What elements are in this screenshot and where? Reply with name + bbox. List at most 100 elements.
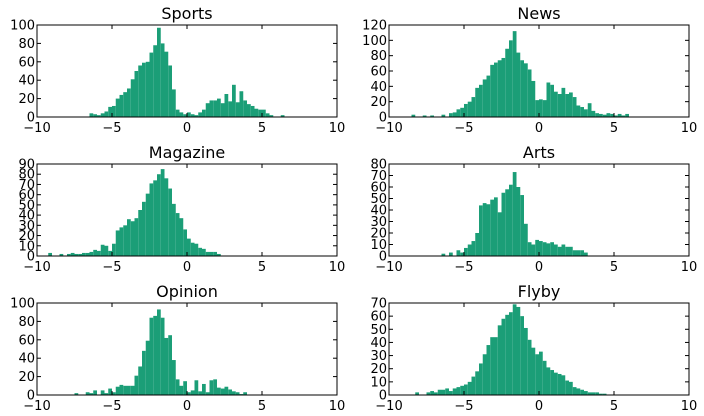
histogram-bar	[617, 113, 622, 117]
histogram-bar	[265, 113, 270, 117]
histogram-bar	[602, 114, 607, 117]
histogram-bar	[153, 315, 157, 395]
x-tick-label: 0	[535, 260, 543, 275]
histogram-bar	[172, 203, 176, 256]
histogram-bar	[569, 92, 573, 117]
histogram-bar	[228, 389, 232, 395]
histogram-bar	[138, 366, 142, 395]
histogram-bar	[621, 115, 626, 117]
x-tick-label: −10	[375, 260, 402, 275]
histogram-bar	[112, 392, 116, 395]
y-tick-label: 50	[18, 198, 35, 213]
histogram-bar	[142, 201, 146, 256]
histogram-bar	[452, 388, 457, 395]
y-tick-label: 10	[370, 375, 387, 390]
histogram-bar	[145, 340, 150, 395]
y-tick-label: 80	[18, 168, 35, 183]
panel-title: News	[517, 4, 560, 23]
histogram-bar	[430, 391, 434, 395]
histogram-bar	[78, 253, 82, 256]
histogram-bar	[160, 169, 165, 256]
histogram-bar	[213, 100, 217, 117]
histogram-bar	[130, 79, 135, 117]
histogram-bar	[557, 373, 562, 395]
histogram-bar	[262, 109, 266, 117]
histogram-bar	[505, 189, 509, 256]
histogram-bar	[194, 115, 199, 117]
histogram-bar	[160, 43, 165, 117]
histogram-bar	[475, 87, 479, 117]
histogram-bar	[482, 79, 487, 117]
histogram-bar	[554, 244, 558, 256]
histogram-bar	[422, 115, 427, 117]
histogram-bar	[516, 306, 521, 395]
histogram-bar	[557, 246, 562, 256]
x-tick-label: 10	[681, 399, 698, 414]
panel-title: Flyby	[518, 282, 561, 301]
histogram-bar	[198, 112, 202, 117]
histogram-bar	[587, 392, 592, 395]
histogram-bar	[243, 392, 247, 395]
histogram-bar	[190, 242, 195, 256]
histogram-bar	[524, 63, 528, 117]
histogram-bar	[606, 113, 611, 117]
histogram-bar	[217, 98, 221, 117]
histogram-bar	[194, 380, 199, 395]
histogram-bar	[97, 115, 101, 117]
y-tick-label: 40	[370, 336, 387, 351]
x-tick-label: 0	[183, 121, 191, 136]
y-tick-label: 100	[10, 297, 35, 312]
histogram-bar	[217, 387, 221, 395]
histogram-bar	[531, 347, 536, 395]
x-tick-label: −10	[23, 399, 50, 414]
histogram-bar	[430, 115, 434, 117]
histogram-bar	[486, 75, 491, 117]
y-tick-label: 60	[370, 65, 387, 80]
y-tick-label: 20	[18, 92, 35, 107]
histogram-bar	[85, 392, 90, 395]
histogram-bar	[509, 184, 513, 256]
histogram-bar	[509, 40, 513, 118]
histogram-bar	[539, 241, 543, 256]
histogram-bar	[482, 203, 487, 256]
histogram-bar	[449, 113, 453, 117]
histogram-bar	[183, 114, 187, 117]
histogram-bar	[475, 371, 479, 395]
histogram-bar	[168, 65, 172, 117]
histogram-bar	[539, 99, 543, 117]
x-tick-label: −10	[23, 260, 50, 275]
histogram-bar	[82, 252, 86, 256]
histogram-bar	[456, 387, 461, 395]
histogram-bar	[599, 393, 603, 395]
histogram-bar	[505, 48, 509, 118]
y-tick-label: 20	[370, 227, 387, 242]
histogram-bar	[584, 109, 588, 117]
y-tick-label: 20	[18, 229, 35, 244]
histogram-bar	[512, 304, 517, 395]
histogram-bar	[441, 253, 446, 256]
y-tick-label: 40	[18, 352, 35, 367]
histogram-bar	[464, 384, 468, 395]
histogram-bar	[175, 379, 180, 395]
histogram-bar	[501, 318, 506, 395]
histogram-bar	[119, 94, 124, 117]
histogram-bar	[531, 244, 536, 256]
y-tick-label: 10	[370, 238, 387, 253]
histogram-bar	[580, 250, 584, 256]
histogram-bar	[183, 229, 187, 256]
histogram-bar	[535, 100, 539, 117]
histogram-bar	[456, 250, 461, 256]
histogram-bar	[134, 71, 139, 117]
histogram-bar	[149, 183, 154, 256]
x-tick-label: −5	[454, 260, 473, 275]
y-tick-label: 50	[370, 323, 387, 338]
histogram-bar	[542, 360, 547, 395]
panel-title: Arts	[523, 143, 555, 162]
y-tick-label: 60	[370, 181, 387, 196]
x-tick-label: −10	[375, 399, 402, 414]
histogram-bar	[172, 360, 176, 395]
y-tick-label: 30	[370, 349, 387, 364]
histogram-bar	[584, 252, 588, 256]
